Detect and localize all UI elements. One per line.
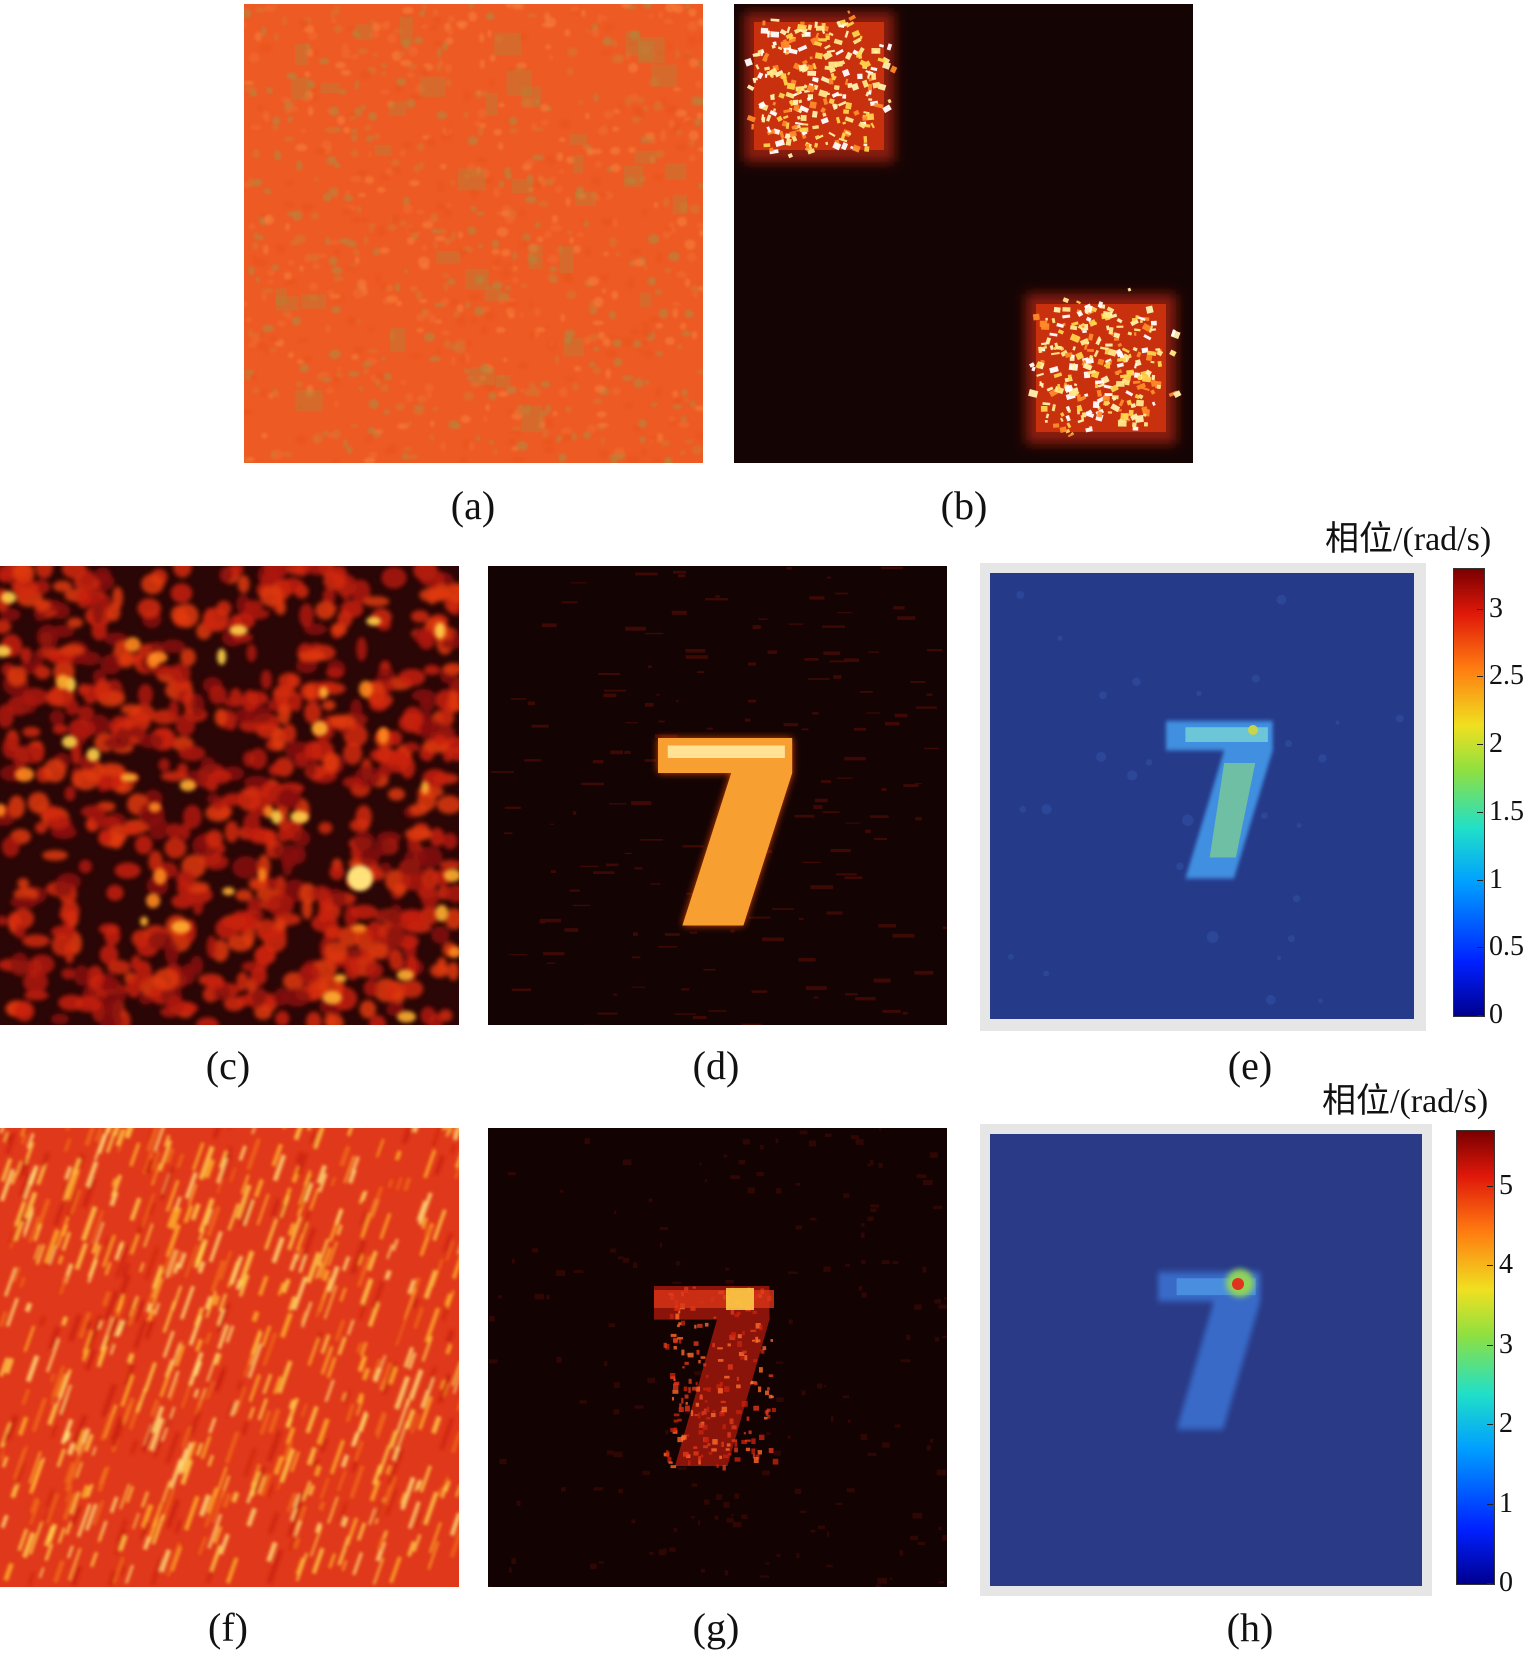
panel-g-label: (g) <box>692 1605 740 1650</box>
panel-a-image <box>244 4 703 463</box>
colorbar-h <box>1456 1130 1495 1585</box>
colorbar-tick-label: 1.5 <box>1489 795 1524 827</box>
colorbar-tick-mark <box>1487 1185 1493 1187</box>
colorbar-tick-label: 2.5 <box>1489 660 1524 692</box>
colorbar-tick-mark <box>1477 947 1483 949</box>
panel-b-image <box>734 4 1193 463</box>
panel-f-image <box>0 1128 459 1587</box>
colorbar-tick-mark <box>1487 1583 1493 1584</box>
panel-c-label: (c) <box>205 1043 251 1088</box>
panel-g-image <box>488 1128 947 1587</box>
panel-f-label: (f) <box>208 1605 248 1650</box>
panel-d-image <box>488 566 947 1025</box>
colorbar-tick-mark <box>1477 811 1483 813</box>
colorbar-tick-label: 5 <box>1499 1169 1513 1201</box>
colorbar-tick-mark <box>1477 879 1483 881</box>
colorbar-tick-label: 1 <box>1489 863 1503 895</box>
colorbar-tick-mark <box>1477 1015 1483 1016</box>
panel-b-label: (b) <box>940 483 988 528</box>
colorbar-tick-label: 3 <box>1489 592 1503 624</box>
colorbar-tick-label: 0 <box>1489 999 1503 1030</box>
colorbar-tick-mark <box>1477 676 1483 678</box>
colorbar-tick-label: 2 <box>1489 728 1503 760</box>
colorbar-tick-mark <box>1477 608 1483 610</box>
colorbar-tick-mark <box>1487 1503 1493 1505</box>
colorbar-tick-mark <box>1487 1424 1493 1426</box>
colorbar-h-title: 相位/(rad/s) <box>1322 1083 1489 1120</box>
colorbar-e <box>1453 568 1485 1017</box>
colorbar-tick-mark <box>1487 1265 1493 1267</box>
panel-h-label: (h) <box>1226 1605 1274 1650</box>
colorbar-tick-label: 1 <box>1499 1487 1513 1519</box>
colorbar-tick-mark <box>1487 1344 1493 1346</box>
colorbar-tick-label: 2 <box>1499 1408 1513 1440</box>
colorbar-tick-label: 0.5 <box>1489 931 1524 963</box>
panel-a-label: (a) <box>450 483 496 528</box>
colorbar-tick-label: 0 <box>1499 1567 1513 1598</box>
panel-h-image <box>980 1124 1432 1596</box>
colorbar-tick-label: 4 <box>1499 1249 1513 1281</box>
panel-e-image <box>980 563 1426 1031</box>
panel-e-label: (e) <box>1227 1043 1273 1088</box>
colorbar-e-title: 相位/(rad/s) <box>1325 521 1492 558</box>
panel-d-label: (d) <box>692 1043 740 1088</box>
colorbar-tick-label: 3 <box>1499 1328 1513 1360</box>
panel-c-image <box>0 566 459 1025</box>
colorbar-tick-mark <box>1477 744 1483 746</box>
